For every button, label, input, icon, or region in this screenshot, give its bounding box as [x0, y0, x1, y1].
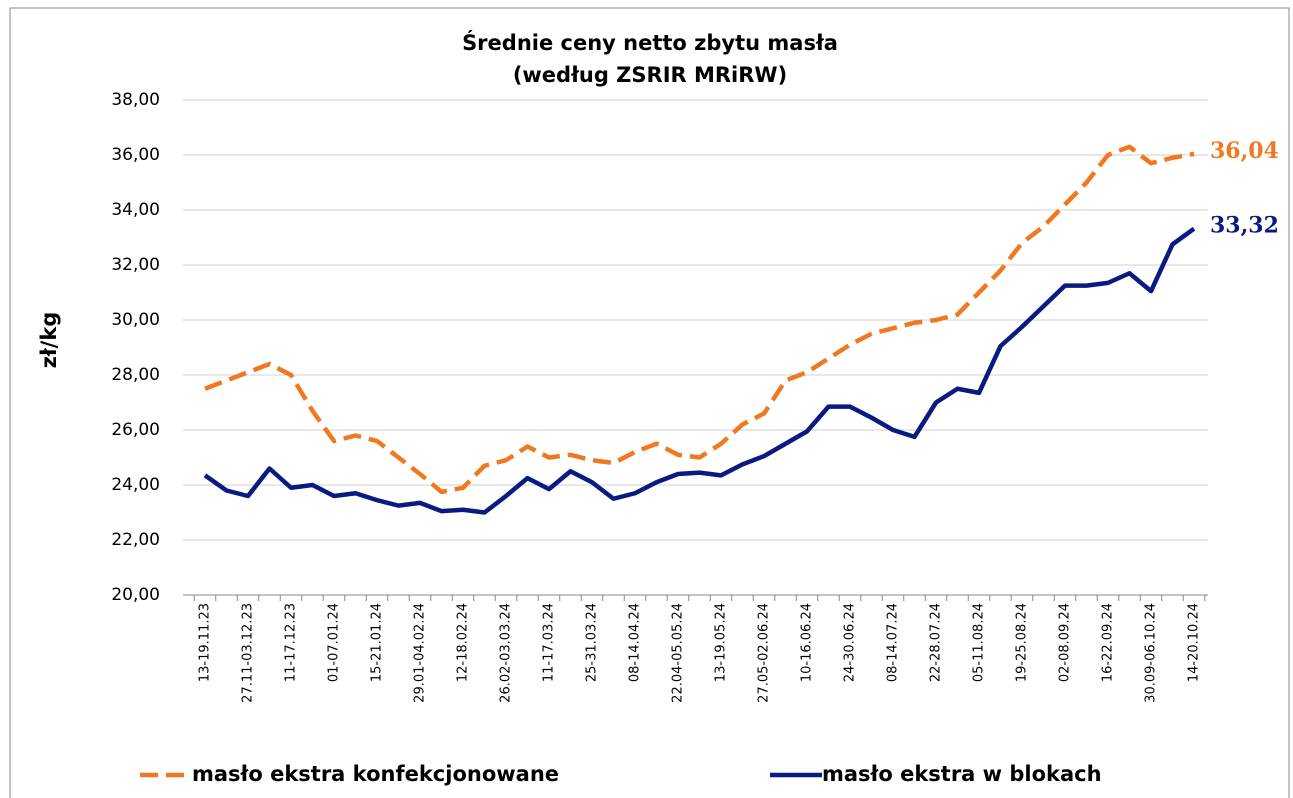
x-tick-label: 13-19.05.24: [714, 603, 729, 682]
data-label: 36,04: [1210, 138, 1279, 164]
x-tick-label: 27.05-02.06.24: [757, 603, 772, 703]
x-tick-label: 08-14.04.24: [628, 603, 643, 682]
y-tick-label: 22,00: [111, 530, 160, 550]
x-tick-label: 14-20.10.24: [1187, 603, 1202, 682]
x-tick-label: 15-21.01.24: [370, 603, 385, 682]
x-tick-label: 01-07.01.24: [327, 603, 342, 682]
y-tick-label: 28,00: [111, 365, 160, 385]
chart-frame: [9, 7, 1290, 798]
x-tick-label: 12-18.02.24: [456, 603, 471, 682]
y-axis-label: zł/kg: [37, 312, 61, 369]
x-tick-label: 02-08.09.24: [1058, 603, 1073, 682]
y-tick-label: 34,00: [111, 200, 160, 220]
x-tick-label: 22.04-05.05.24: [671, 603, 686, 703]
x-tick-label: 26.02-03.03.24: [499, 603, 514, 703]
x-tick-label: 30.09-06.10.24: [1144, 603, 1159, 703]
x-tick-label: 27.11-03.12.23: [241, 603, 256, 703]
y-tick-label: 30,00: [111, 310, 160, 330]
x-tick-label: 08-14.07.24: [886, 603, 901, 682]
x-tick-label: 19-25.08.24: [1015, 603, 1030, 682]
y-tick-label: 36,00: [111, 145, 160, 165]
x-tick-label: 10-16.06.24: [800, 603, 815, 682]
chart-subtitle: (według ZSRIR MRiRW): [513, 63, 787, 87]
y-tick-label: 20,00: [111, 585, 160, 605]
x-tick-label: 25-31.03.24: [585, 603, 600, 682]
x-tick-label: 29.01-04.02.24: [413, 603, 428, 703]
data-label: 33,32: [1210, 213, 1279, 239]
x-tick-label: 13-19.11.23: [198, 603, 213, 682]
x-tick-label: 11-17.03.24: [542, 603, 557, 682]
x-tick-label: 16-22.09.24: [1101, 603, 1116, 682]
chart-title: Średnie ceny netto zbytu masła: [462, 30, 838, 55]
x-tick-label: 22-28.07.24: [929, 603, 944, 682]
x-tick-label: 11-17.12.23: [284, 603, 299, 682]
legend-label: masło ekstra w blokach: [822, 762, 1102, 786]
y-tick-label: 24,00: [111, 475, 160, 495]
x-tick-label: 05-11.08.24: [972, 603, 987, 682]
series-line: [203, 226, 1196, 515]
x-tick-label: 24-30.06.24: [843, 603, 858, 682]
y-tick-label: 32,00: [111, 255, 160, 275]
series-line: [204, 144, 1195, 495]
y-tick-label: 38,00: [111, 90, 160, 110]
legend-label: masło ekstra konfekcjonowane: [192, 762, 559, 786]
y-tick-label: 26,00: [111, 420, 160, 440]
